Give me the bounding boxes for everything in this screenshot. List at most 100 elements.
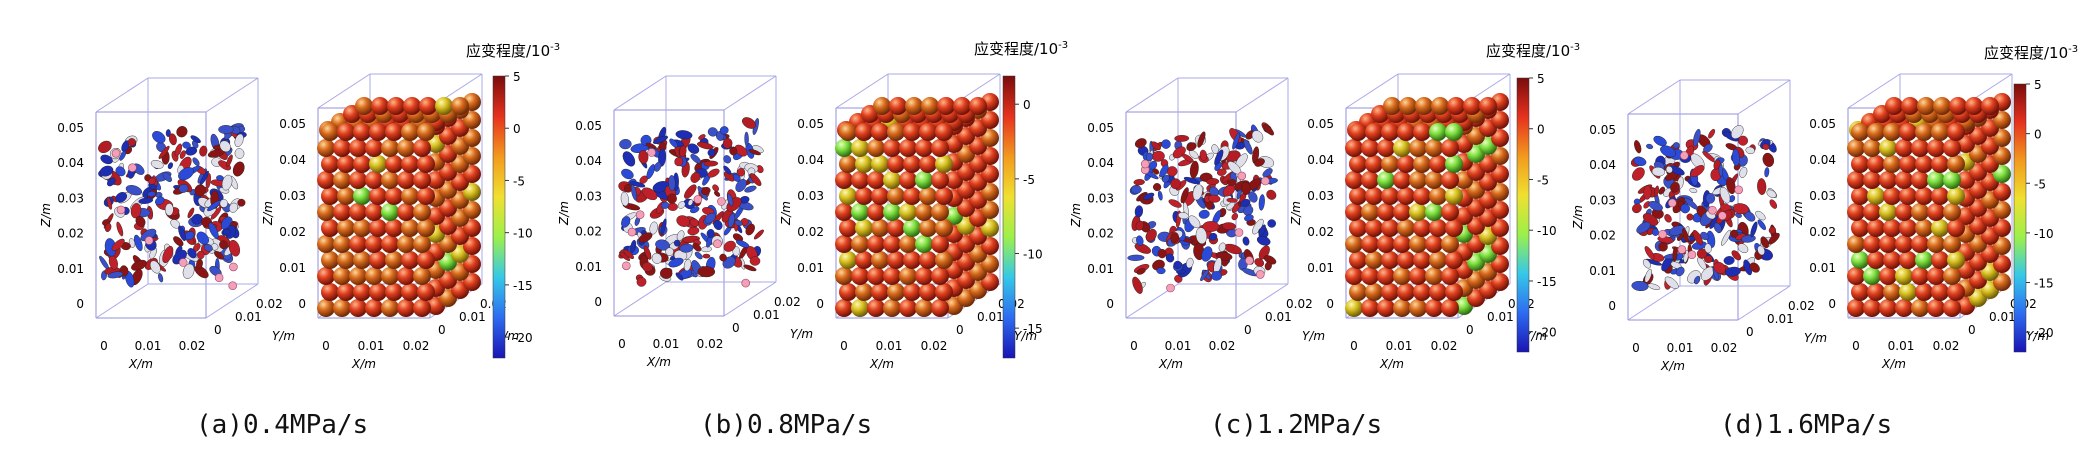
panel-b-sparse-particle (723, 171, 736, 182)
panel-b-dense-ball (899, 203, 917, 221)
panel-b-dense-ball (835, 235, 853, 253)
panel-d-sparse-particle (1633, 156, 1647, 166)
panel-b-sparse-particle (669, 138, 678, 148)
panel-a-sparse-particle (219, 199, 228, 208)
panel-d-dense-ball (1879, 203, 1897, 221)
panel-c-sparse-z-tick-label: 0.04 (1087, 156, 1114, 170)
panel-c-dense-ball (1365, 251, 1383, 269)
panel-c-dense-y-tick-label: 0 (1466, 323, 1474, 337)
panel-a-dense-ball (385, 187, 403, 205)
panel-a-dense-ball (349, 267, 367, 285)
panel-b-dense-z-tick-label: 0.03 (797, 189, 824, 203)
panel-d-dense-ball (1863, 235, 1881, 253)
panel-b-dense-ball (855, 123, 873, 141)
panel-b-dense-ball (931, 299, 949, 317)
panel-b-dense-ball (919, 155, 937, 173)
panel-b-dense-z-tick-label: 0.01 (797, 261, 824, 275)
panel-c-sparse-particle (1189, 150, 1199, 159)
panel-a-dense-ball (385, 123, 403, 141)
panel-b-sparse-particle (667, 193, 677, 204)
panel-d-sparse-x-tick-label: 0.02 (1711, 341, 1738, 355)
panel-b-sparse-particle (660, 201, 670, 209)
panel-a-dense-ball (321, 283, 339, 301)
panel-b-sparse-particle (621, 216, 631, 228)
panel-c-sparse-particle (1264, 261, 1272, 271)
panel-d-dense-ball (1851, 155, 1869, 173)
panel-c-dense-ball (1491, 111, 1509, 129)
panel-d-sparse-y-axis-label: Y/m (1804, 331, 1827, 345)
panel-d-sparse-particle (1757, 219, 1766, 231)
panel-b-dense-ball (873, 97, 891, 115)
panel-a-dense-ball (365, 267, 383, 285)
panel-b-sparse-particle (649, 221, 658, 235)
panel-a-dense-ball (387, 97, 405, 115)
panel-d-dense-ball (1895, 267, 1913, 285)
panel-c-dense-ball (1441, 235, 1459, 253)
panel-b-dense-ball (839, 251, 857, 269)
panel-d-sparse-particle (1644, 268, 1652, 283)
panel-d-sparse-z-axis-label: Z/m (1571, 205, 1585, 230)
panel-b-dense-ball (931, 267, 949, 285)
panel-d-dense-ball (1927, 299, 1945, 317)
panel-b-sparse-particle (690, 206, 700, 214)
panel-d-sparse-particle (1768, 226, 1777, 234)
panel-b-dense-ball (851, 267, 869, 285)
panel-c-sparse-particle (1162, 175, 1170, 183)
panel-b-sparse-particle (636, 277, 647, 287)
panel-b-sparse-particle (749, 173, 762, 187)
panel-c-sparse-particle (1135, 220, 1144, 231)
panel-d-dense-ball (1993, 183, 2011, 201)
panel-d-colorbar-tick-label: -5 (2034, 177, 2046, 191)
panel-c-dense-ball (1349, 187, 1367, 205)
panel-b-sparse-particle (703, 160, 719, 167)
panel-d-sparse-z-tick-label: 0.03 (1589, 193, 1616, 207)
panel-c-dense-x-tick-label: 0.01 (1386, 339, 1413, 353)
panel-d-dense-ball (1943, 203, 1961, 221)
panel-a-sparse-particle (229, 202, 238, 213)
panel-b-sparse-pink-particle (741, 278, 751, 288)
panel-c-sparse-particle (1130, 185, 1142, 194)
panel-a-sparse-particle (222, 228, 231, 236)
panel-c-sparse-x-tick-label: 0 (1130, 339, 1138, 353)
panel-b-sparse-particle (638, 232, 653, 243)
panel-b-dense-edge (835, 73, 889, 109)
panel-c-sparse-particle (1161, 139, 1171, 149)
panel-b-dense-ball (919, 251, 937, 269)
panel-d-sparse-particle (1658, 241, 1668, 252)
panel-a-sparse-particle (104, 222, 112, 233)
panel-b-dense-ball (915, 267, 933, 285)
panel-d-dense-ball (1933, 97, 1951, 115)
panel-a-sparse-particle (148, 177, 156, 185)
panel-b-dense-ball (839, 219, 857, 237)
panel-c-sparse-particle (1242, 236, 1250, 246)
panel-a-sparse-pink-particle (178, 258, 188, 267)
panel-b-sparse-pink-particle (647, 148, 656, 157)
panel-b-dense-ball (887, 123, 905, 141)
panel-c-dense-ball (1425, 171, 1443, 189)
panel-b-dense-balls (835, 93, 999, 317)
panel-a-dense-z-tick-label: 0.02 (279, 225, 306, 239)
panel-c-dense-x-tick-label: 0 (1350, 339, 1358, 353)
panel-a-dense-ball (369, 123, 387, 141)
panel-b-sparse-particle (704, 212, 716, 224)
panel-a-dense-ball (463, 237, 481, 255)
panel-d-sparse-particle (1644, 246, 1655, 260)
panel-b-sparse-particle (727, 213, 736, 228)
panel-d-dense-ball (1895, 235, 1913, 253)
panel-a-sparse-particle (174, 143, 183, 157)
panel-b-dense-ball (839, 187, 857, 205)
panel-b-dense-ball (915, 299, 933, 317)
panel-c-sparse-particle (1145, 228, 1157, 242)
panel-d-sparse-pink-particle (1708, 205, 1717, 215)
panel-b-sparse-particle (642, 261, 653, 272)
panel-a-sparse-x-tick-label: 0.02 (179, 339, 206, 353)
panel-b-sparse-y-tick-label: 0.02 (774, 295, 801, 309)
panel-d-dense-ball (1847, 171, 1865, 189)
panel-c-dense-z-tick-label: 0.05 (1307, 117, 1334, 131)
panel-a-sparse-particle (158, 273, 164, 283)
panel-d-dense-ball (1915, 251, 1933, 269)
panel-d-sparse-edge (1737, 285, 1791, 321)
panel-d-sparse-z-tick-label: 0.02 (1589, 229, 1616, 243)
panel-a-dense-ball (333, 299, 351, 317)
panel-d-dense-ball (1851, 251, 1869, 269)
